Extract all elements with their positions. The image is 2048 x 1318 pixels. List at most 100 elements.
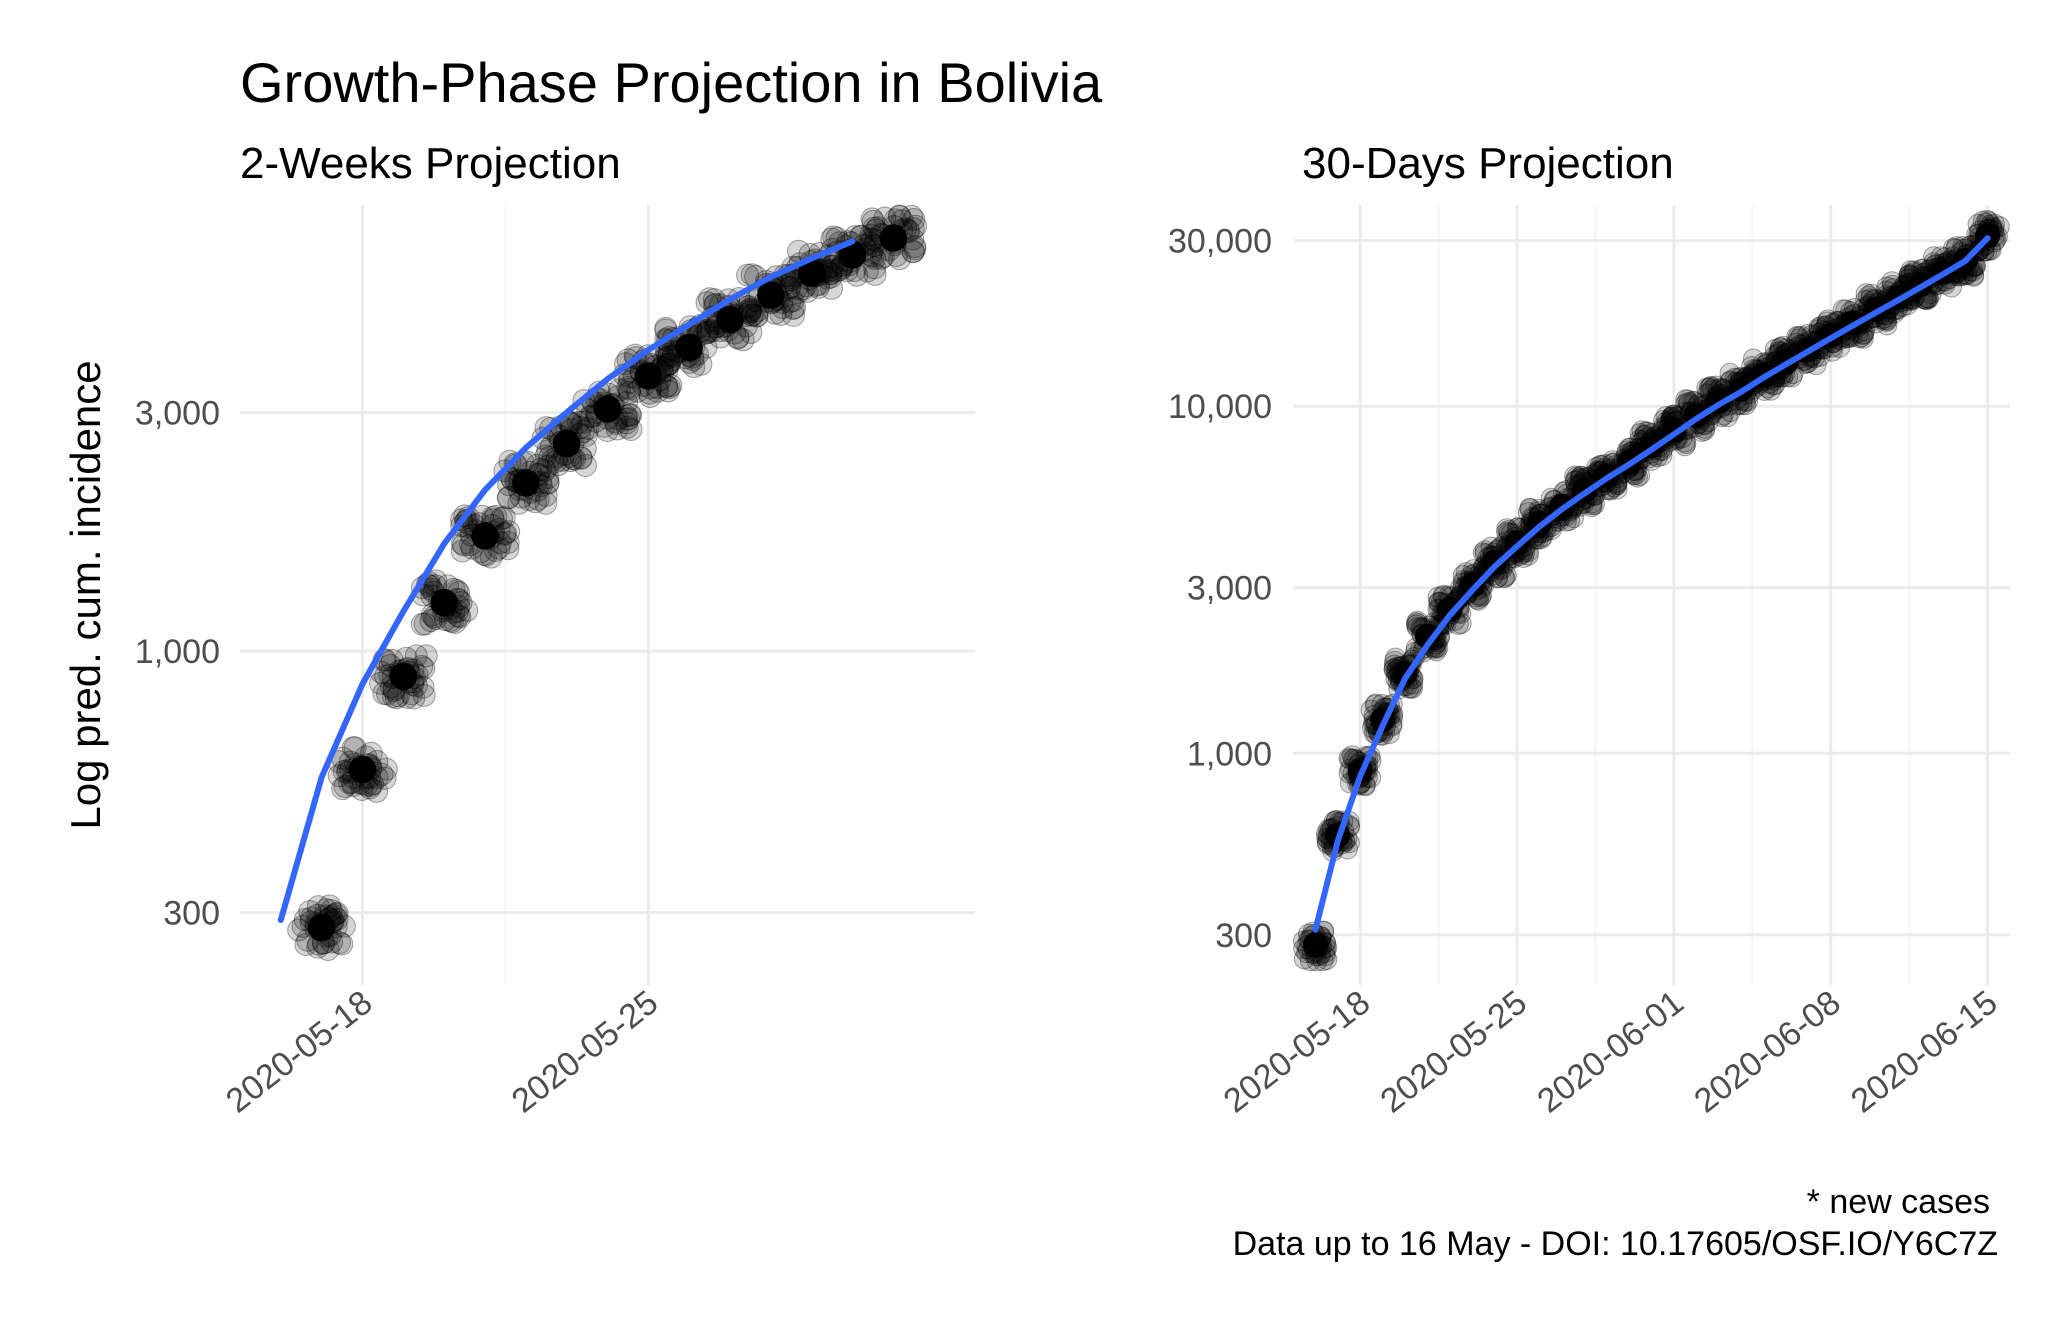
data-point [861,209,885,233]
data-point [696,321,720,345]
panel-subtitle: 2-Weeks Projection [240,139,621,188]
data-point [414,644,438,668]
data-point [655,354,679,378]
data-point [904,214,928,238]
y-tick-label: 10,000 [1168,388,1272,426]
caption-data-source: Data up to 16 May - DOI: 10.17605/OSF.IO… [1232,1225,1998,1263]
point-cluster [817,223,887,287]
data-point [901,240,925,264]
data-point [745,304,769,328]
data-point [658,352,682,376]
data-point [696,318,720,342]
data-point [365,779,389,803]
data-point [783,296,807,320]
data-point [573,454,597,478]
data-point [287,918,311,942]
data-point [492,505,516,529]
data-point [696,320,720,344]
x-tick-label: 2020-06-01 [1530,983,1690,1120]
data-point [657,376,681,400]
page-title: Growth-Phase Projection in Bolivia [240,51,1103,114]
data-point-core [757,281,785,309]
data-point [331,777,355,801]
data-point [373,766,397,790]
data-point [657,346,681,370]
data-point [745,304,769,328]
y-tick-label: 3,000 [1187,570,1272,608]
data-point [869,246,893,270]
data-point [863,262,887,286]
data-point [538,445,562,469]
data-point [327,764,351,788]
data-point [657,352,681,376]
x-tick-label: 2020-05-18 [219,983,379,1120]
data-point-core [716,305,744,334]
point-cluster [612,342,683,408]
data-point [656,352,680,376]
data-point [443,611,467,635]
data-point [455,598,479,622]
y-tick-label: 30,000 [1168,223,1272,261]
data-point-core [471,522,499,550]
data-point [658,348,682,372]
data-point [738,297,762,321]
data-point-core [838,241,867,269]
data-point [738,300,762,324]
data-point-core [797,259,826,287]
x-tick-label: 2020-06-15 [1844,983,2004,1120]
data-point [372,681,396,705]
point-cluster [493,449,560,515]
y-tick-label: 1,000 [135,633,220,671]
data-point [737,295,761,319]
data-point [490,507,514,531]
point-cluster [531,410,600,478]
data-point [341,736,365,760]
data-point-core [634,362,663,390]
data-point [818,262,842,286]
data-point [327,931,351,955]
point-cluster [1563,464,1606,518]
fit-line [277,238,856,923]
y-tick-label: 300 [163,895,220,933]
panel-2-weeks: 2-Weeks Projection 300 1,000 3,000 2020-05-1… [62,139,975,1120]
data-point [413,612,437,636]
y-axis-title: Log pred. cum. incidence [62,360,109,829]
data-point [824,259,848,283]
data-point [863,256,887,280]
data-point-core [593,395,622,423]
data-point [855,259,879,283]
data-point [781,296,805,320]
data-point-core [1414,624,1440,650]
point-cluster [1449,559,1495,611]
data-point [659,374,683,398]
data-point [452,533,476,557]
caption-new-cases: * new cases [1806,1183,1990,1221]
panel-subtitle: 30-Days Projection [1302,139,1674,188]
data-point-core [307,913,336,942]
data-point [402,686,426,710]
x-tick-label: 2020-05-18 [1217,983,1377,1120]
data-point [619,417,643,441]
data-point [618,380,642,404]
data-point [534,491,558,515]
point-cluster [287,894,356,961]
x-tick-label: 2020-05-25 [1374,983,1534,1120]
data-point-core [512,469,540,497]
data-point [784,277,808,301]
y-tick-label: 3,000 [135,395,220,433]
data-point-core [879,224,908,252]
data-point [496,537,520,561]
data-point [786,281,810,305]
data-point [412,683,436,707]
data-point-core [348,755,377,784]
x-tick-label: 2020-06-08 [1687,983,1847,1120]
point-cluster [572,375,643,443]
data-point [566,411,590,435]
data-point [616,375,640,399]
fit-line [1312,235,1991,933]
data-point-core [1482,549,1508,575]
data-point [496,530,520,554]
data-point-core [552,429,581,458]
data-point [497,485,521,509]
